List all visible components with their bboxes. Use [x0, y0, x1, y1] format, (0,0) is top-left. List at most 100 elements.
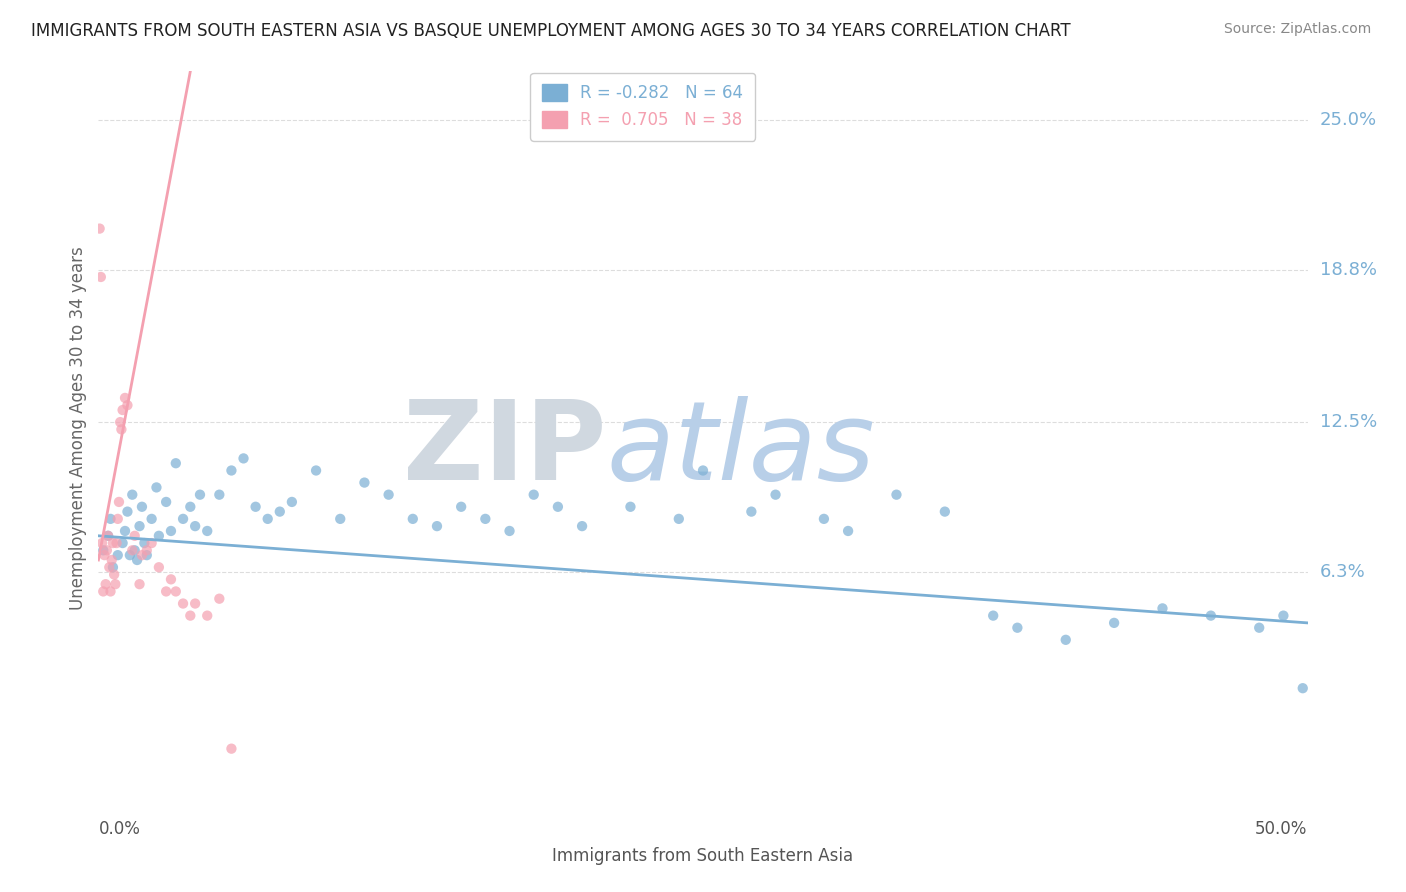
Point: [100, 584, 122, 599]
Point: [89, 221, 111, 235]
Point: [281, 495, 304, 509]
Point: [172, 597, 194, 611]
Text: 50.0%: 50.0%: [1256, 820, 1308, 838]
Point: [127, 553, 149, 567]
Point: [114, 524, 136, 538]
Point: [1054, 632, 1077, 647]
Point: [837, 524, 859, 538]
Point: [619, 500, 641, 514]
Text: Immigrants from South Eastern Asia: Immigrants from South Eastern Asia: [553, 847, 853, 865]
Point: [90, 270, 112, 285]
Text: atlas: atlas: [606, 396, 875, 503]
Point: [232, 451, 254, 466]
Point: [179, 608, 201, 623]
Point: [131, 548, 153, 562]
Point: [571, 519, 593, 533]
Point: [1292, 681, 1315, 696]
Text: Source: ZipAtlas.com: Source: ZipAtlas.com: [1223, 22, 1371, 37]
Point: [184, 519, 207, 533]
Point: [450, 500, 472, 514]
Point: [124, 529, 146, 543]
Text: 6.3%: 6.3%: [1320, 563, 1365, 581]
Point: [117, 505, 139, 519]
Point: [91, 584, 114, 599]
Point: [329, 512, 352, 526]
Point: [100, 512, 122, 526]
Point: [165, 584, 187, 599]
Point: [103, 567, 125, 582]
Point: [108, 495, 131, 509]
Point: [110, 422, 132, 436]
Point: [128, 519, 150, 533]
Point: [934, 505, 956, 519]
Point: [111, 403, 134, 417]
Point: [141, 512, 163, 526]
Point: [813, 512, 835, 526]
Point: [353, 475, 375, 490]
Point: [1007, 621, 1029, 635]
Point: [101, 560, 124, 574]
Text: ZIP: ZIP: [404, 396, 606, 503]
Point: [96, 543, 118, 558]
Point: [195, 608, 218, 623]
Point: [118, 548, 141, 562]
Text: 18.8%: 18.8%: [1320, 260, 1376, 278]
Point: [668, 512, 690, 526]
Text: IMMIGRANTS FROM SOUTH EASTERN ASIA VS BASQUE UNEMPLOYMENT AMONG AGES 30 TO 34 YE: IMMIGRANTS FROM SOUTH EASTERN ASIA VS BA…: [31, 22, 1070, 40]
Point: [100, 553, 122, 567]
Point: [886, 488, 908, 502]
Point: [148, 560, 170, 574]
Point: [474, 512, 496, 526]
Point: [117, 398, 139, 412]
Point: [160, 572, 183, 586]
Point: [172, 512, 194, 526]
Point: [97, 529, 120, 543]
Point: [94, 577, 117, 591]
Point: [498, 524, 520, 538]
Point: [121, 488, 143, 502]
Point: [111, 536, 134, 550]
Point: [104, 577, 127, 591]
Point: [740, 505, 762, 519]
Point: [134, 536, 156, 550]
Text: 0.0%: 0.0%: [98, 820, 141, 838]
Legend: R = -0.282   N = 64, R =  0.705   N = 38: R = -0.282 N = 64, R = 0.705 N = 38: [530, 72, 755, 141]
Y-axis label: Unemployment Among Ages 30 to 34 years: Unemployment Among Ages 30 to 34 years: [69, 246, 87, 610]
Text: 25.0%: 25.0%: [1320, 111, 1376, 128]
Point: [155, 584, 177, 599]
Point: [114, 391, 136, 405]
Point: [107, 548, 129, 562]
Point: [107, 512, 129, 526]
Point: [105, 536, 128, 550]
Point: [108, 415, 131, 429]
Point: [692, 463, 714, 477]
Point: [97, 529, 120, 543]
Point: [981, 608, 1004, 623]
Point: [179, 500, 201, 514]
Point: [160, 524, 183, 538]
Point: [98, 560, 121, 574]
Point: [1272, 608, 1295, 623]
Point: [221, 463, 243, 477]
Point: [91, 536, 114, 550]
Point: [269, 505, 291, 519]
Point: [93, 548, 115, 562]
Point: [765, 488, 787, 502]
Point: [101, 536, 124, 550]
Text: 12.5%: 12.5%: [1320, 413, 1376, 431]
Point: [523, 488, 546, 502]
Point: [1199, 608, 1222, 623]
Point: [221, 741, 243, 756]
Point: [547, 500, 569, 514]
Point: [426, 519, 449, 533]
Point: [195, 524, 218, 538]
Point: [165, 456, 187, 470]
Point: [121, 543, 143, 558]
Point: [131, 500, 153, 514]
Point: [188, 488, 211, 502]
Point: [148, 529, 170, 543]
Point: [1102, 615, 1125, 630]
Point: [245, 500, 267, 514]
Point: [256, 512, 278, 526]
Point: [305, 463, 328, 477]
